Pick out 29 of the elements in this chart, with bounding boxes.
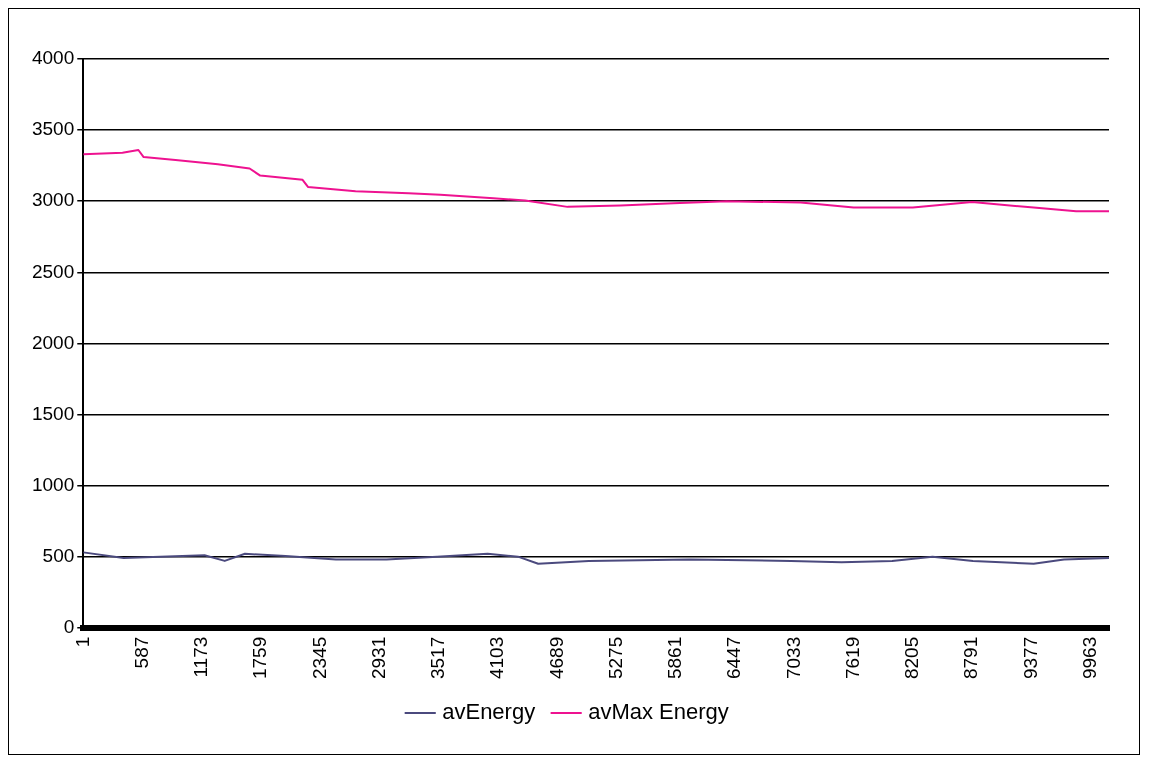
y-tick-label: 0 — [63, 615, 75, 637]
x-tick-label: 587 — [130, 636, 152, 669]
x-tick-label: 7619 — [841, 636, 863, 680]
x-tick-label: 5275 — [604, 636, 626, 680]
y-tick-label: 2000 — [31, 331, 75, 353]
x-tick-label: 4689 — [545, 636, 567, 680]
legend-label: avEnergy — [442, 699, 536, 725]
x-tick-label: 6447 — [723, 636, 745, 680]
x-tick-label: 1 — [71, 636, 93, 648]
x-tick-label: 7033 — [782, 636, 804, 680]
x-tick-label: 3517 — [427, 636, 449, 680]
x-tick-label: 1759 — [249, 636, 271, 680]
x-tick-label: 8791 — [960, 636, 982, 680]
legend-label: avMax Energy — [588, 699, 729, 725]
y-tick-label: 4000 — [31, 47, 75, 69]
x-tick-label: 2345 — [308, 636, 330, 680]
x-tick-label: 8205 — [901, 636, 923, 680]
y-tick-label: 1000 — [31, 473, 75, 495]
x-tick-label: 9377 — [1019, 636, 1041, 680]
x-tick-label: 1173 — [190, 636, 212, 678]
x-tick-label: 4103 — [486, 636, 508, 680]
x-tick-label: 2931 — [367, 636, 389, 680]
y-tick-label: 2500 — [31, 260, 75, 282]
x-tick-label: 9963 — [1078, 636, 1100, 680]
y-tick-label: 1500 — [31, 402, 75, 424]
y-tick-label: 3500 — [31, 118, 75, 140]
x-tick-label: 5861 — [664, 636, 686, 680]
y-tick-label: 3000 — [31, 189, 75, 211]
y-tick-label: 500 — [42, 544, 75, 566]
